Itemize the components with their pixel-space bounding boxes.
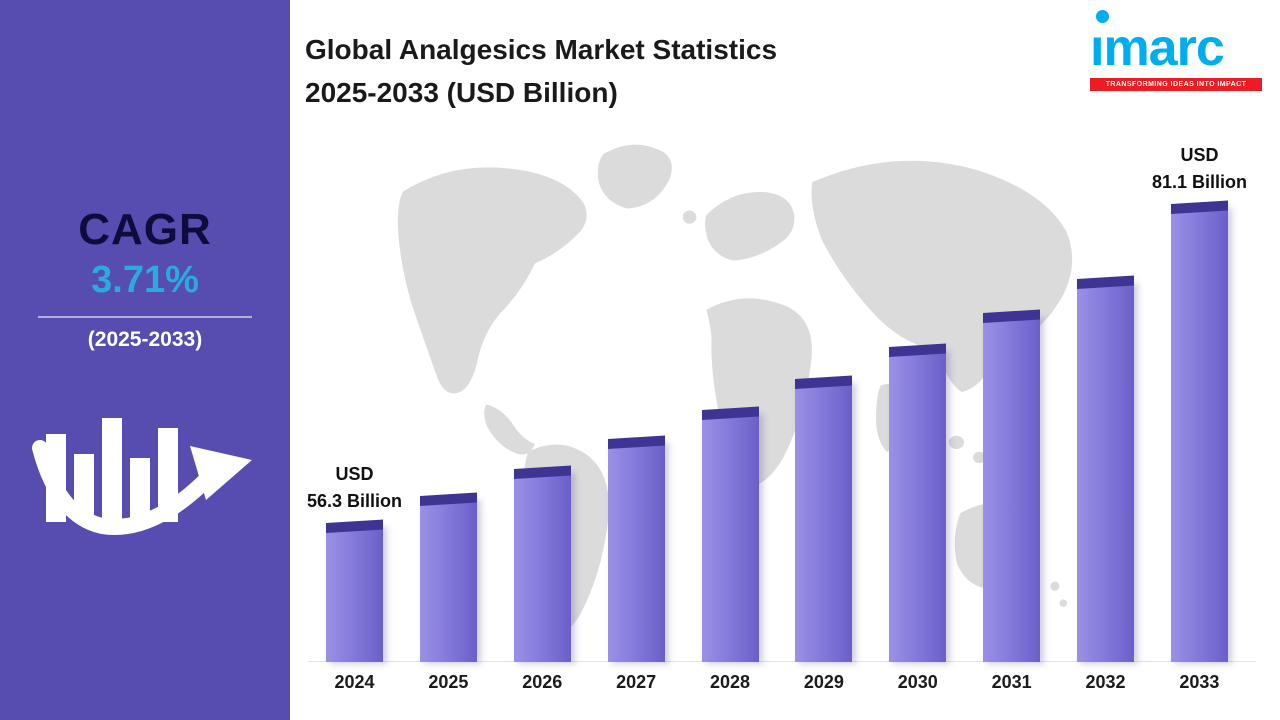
bar-top-cap xyxy=(1077,275,1134,289)
bar xyxy=(513,465,571,662)
page-title: Global Analgesics Market Statistics 2025… xyxy=(305,28,777,115)
growth-chart-arrow-icon xyxy=(0,376,290,546)
x-axis-line xyxy=(308,661,1256,662)
bar xyxy=(701,406,759,662)
value-label-2033-unit: USD xyxy=(1180,145,1219,165)
x-axis-label: 2033 xyxy=(1179,672,1220,692)
bar-column: 2031 xyxy=(983,309,1041,696)
bar-column: 2033 xyxy=(1170,200,1228,696)
bar xyxy=(1077,275,1134,662)
logo-brand: ımarc xyxy=(1090,19,1225,77)
cagr-period: (2025-2033) xyxy=(87,328,203,351)
bar xyxy=(419,492,477,662)
logo-tagline: TRANSFORMING IDEAS INTO IMPACT xyxy=(1090,77,1262,91)
bar-column: 2027 xyxy=(607,435,665,696)
bar xyxy=(795,375,853,662)
bar-top-cap xyxy=(1170,200,1228,214)
x-axis-label: 2028 xyxy=(709,672,751,692)
bar-column: 2030 xyxy=(889,343,947,696)
bar-column: 2032 xyxy=(1077,275,1134,696)
cagr-label: CAGR xyxy=(78,205,212,254)
value-label-2024-unit: USD xyxy=(335,464,374,484)
value-label-2033-amount: 81.1 Billion xyxy=(1151,172,1248,192)
bar-top-cap xyxy=(607,435,665,449)
cagr-value: 3.71% xyxy=(91,259,199,301)
value-label-2024: USD 56.3 Billion xyxy=(307,461,402,515)
bar xyxy=(607,435,665,662)
value-label-2033: USD 81.1 Billion xyxy=(1152,142,1247,196)
bar-top-cap xyxy=(795,375,853,389)
x-axis-label: 2026 xyxy=(522,672,563,692)
page-title-line2: 2025-2033 (USD Billion) xyxy=(305,77,618,109)
x-axis-label: 2029 xyxy=(803,672,844,692)
bar xyxy=(889,343,947,662)
bar-series: 2024 2025 2026 2027 2028 2029 2030 2031 2032 2033 xyxy=(300,120,1264,696)
bar-chart: 2024 2025 2026 2027 2028 2029 2030 2031 2032 2033… xyxy=(300,120,1264,696)
bar xyxy=(1170,200,1228,662)
bar xyxy=(983,309,1041,662)
imarc-logo: ımarc TRANSFORMING IDEAS INTO IMPACT xyxy=(1090,10,1262,91)
bar xyxy=(326,519,383,662)
bar-top-cap xyxy=(889,343,947,357)
bar-column: 2025 xyxy=(419,492,477,696)
bar-column: 2024 xyxy=(326,519,383,696)
x-axis-label: 2031 xyxy=(991,672,1032,692)
bar-top-cap xyxy=(419,492,477,506)
x-axis-label: 2025 xyxy=(428,672,469,692)
x-axis-label: 2027 xyxy=(616,672,657,692)
x-axis-label: 2032 xyxy=(1085,672,1126,692)
bar-column: 2028 xyxy=(701,406,759,696)
x-axis-label: 2030 xyxy=(897,672,938,692)
page-title-line1: Global Analgesics Market Statistics xyxy=(305,34,778,65)
bar-column: 2026 xyxy=(513,465,571,696)
bar-top-cap xyxy=(326,519,383,533)
cagr-sidebar: CAGR 3.71% (2025-2033) xyxy=(0,0,290,720)
bar-top-cap xyxy=(983,309,1041,323)
bar-top-cap xyxy=(701,406,759,420)
x-axis-label: 2024 xyxy=(334,672,375,692)
divider xyxy=(38,316,252,318)
bar-top-cap xyxy=(513,465,571,479)
value-label-2024-amount: 56.3 Billion xyxy=(306,491,403,511)
bar-column: 2029 xyxy=(795,375,853,696)
logo-dot-icon xyxy=(1096,10,1109,23)
